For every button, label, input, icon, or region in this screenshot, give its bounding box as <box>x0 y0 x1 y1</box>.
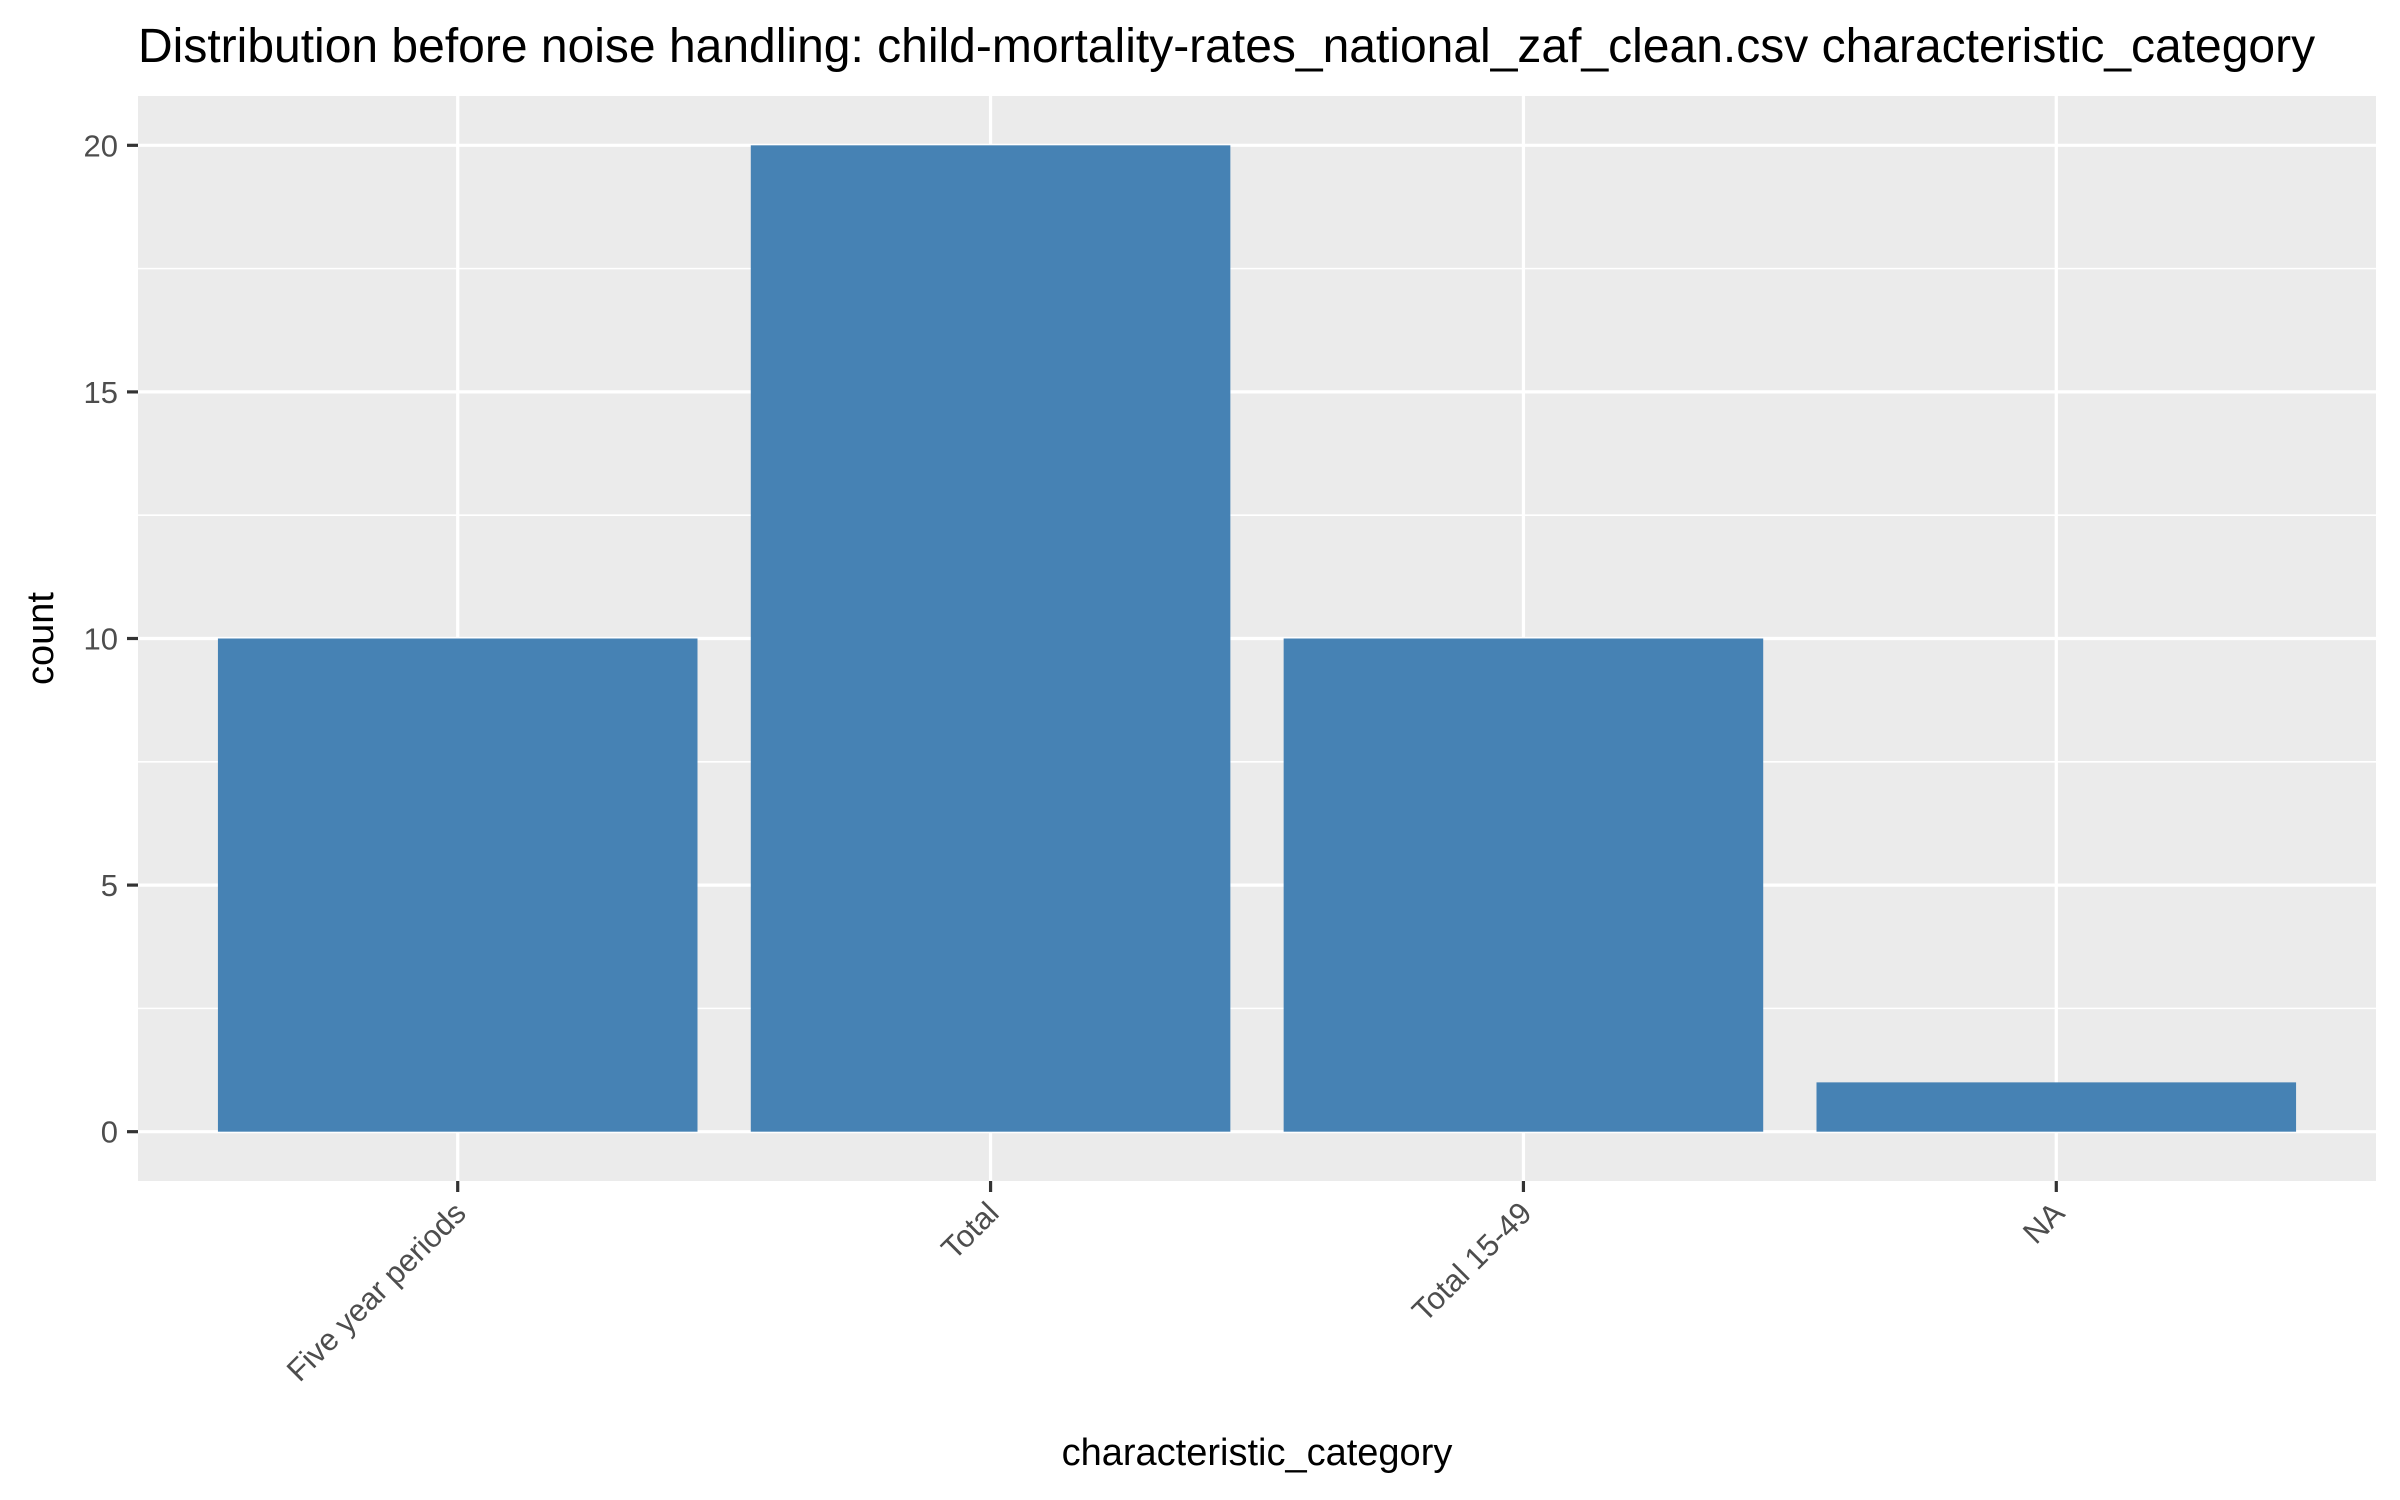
bar <box>750 145 1231 1132</box>
y-tick-label: 20 <box>84 128 118 163</box>
bar <box>1816 1082 2297 1132</box>
x-axis-title: characteristic_category <box>1062 1432 1453 1474</box>
chart-title: Distribution before noise handling: chil… <box>138 20 2315 73</box>
y-tick-label: 15 <box>84 375 118 410</box>
y-axis-title: count <box>20 592 62 685</box>
x-axis: Five year periods Total Total 15-49 NA <box>280 1181 2071 1388</box>
y-tick-label: 0 <box>101 1115 118 1150</box>
x-tick-label: Total 15-49 <box>1405 1195 1538 1328</box>
y-tick-label: 5 <box>101 868 118 903</box>
y-tick-label: 10 <box>84 622 118 657</box>
x-tick-label: Total <box>934 1195 1005 1266</box>
x-tick-label: NA <box>2016 1195 2071 1250</box>
bar <box>1283 638 1764 1132</box>
bar <box>217 638 698 1132</box>
y-axis: 0 5 10 15 20 <box>84 128 138 1150</box>
bars <box>217 145 2297 1132</box>
x-tick-label: Five year periods <box>280 1195 473 1388</box>
